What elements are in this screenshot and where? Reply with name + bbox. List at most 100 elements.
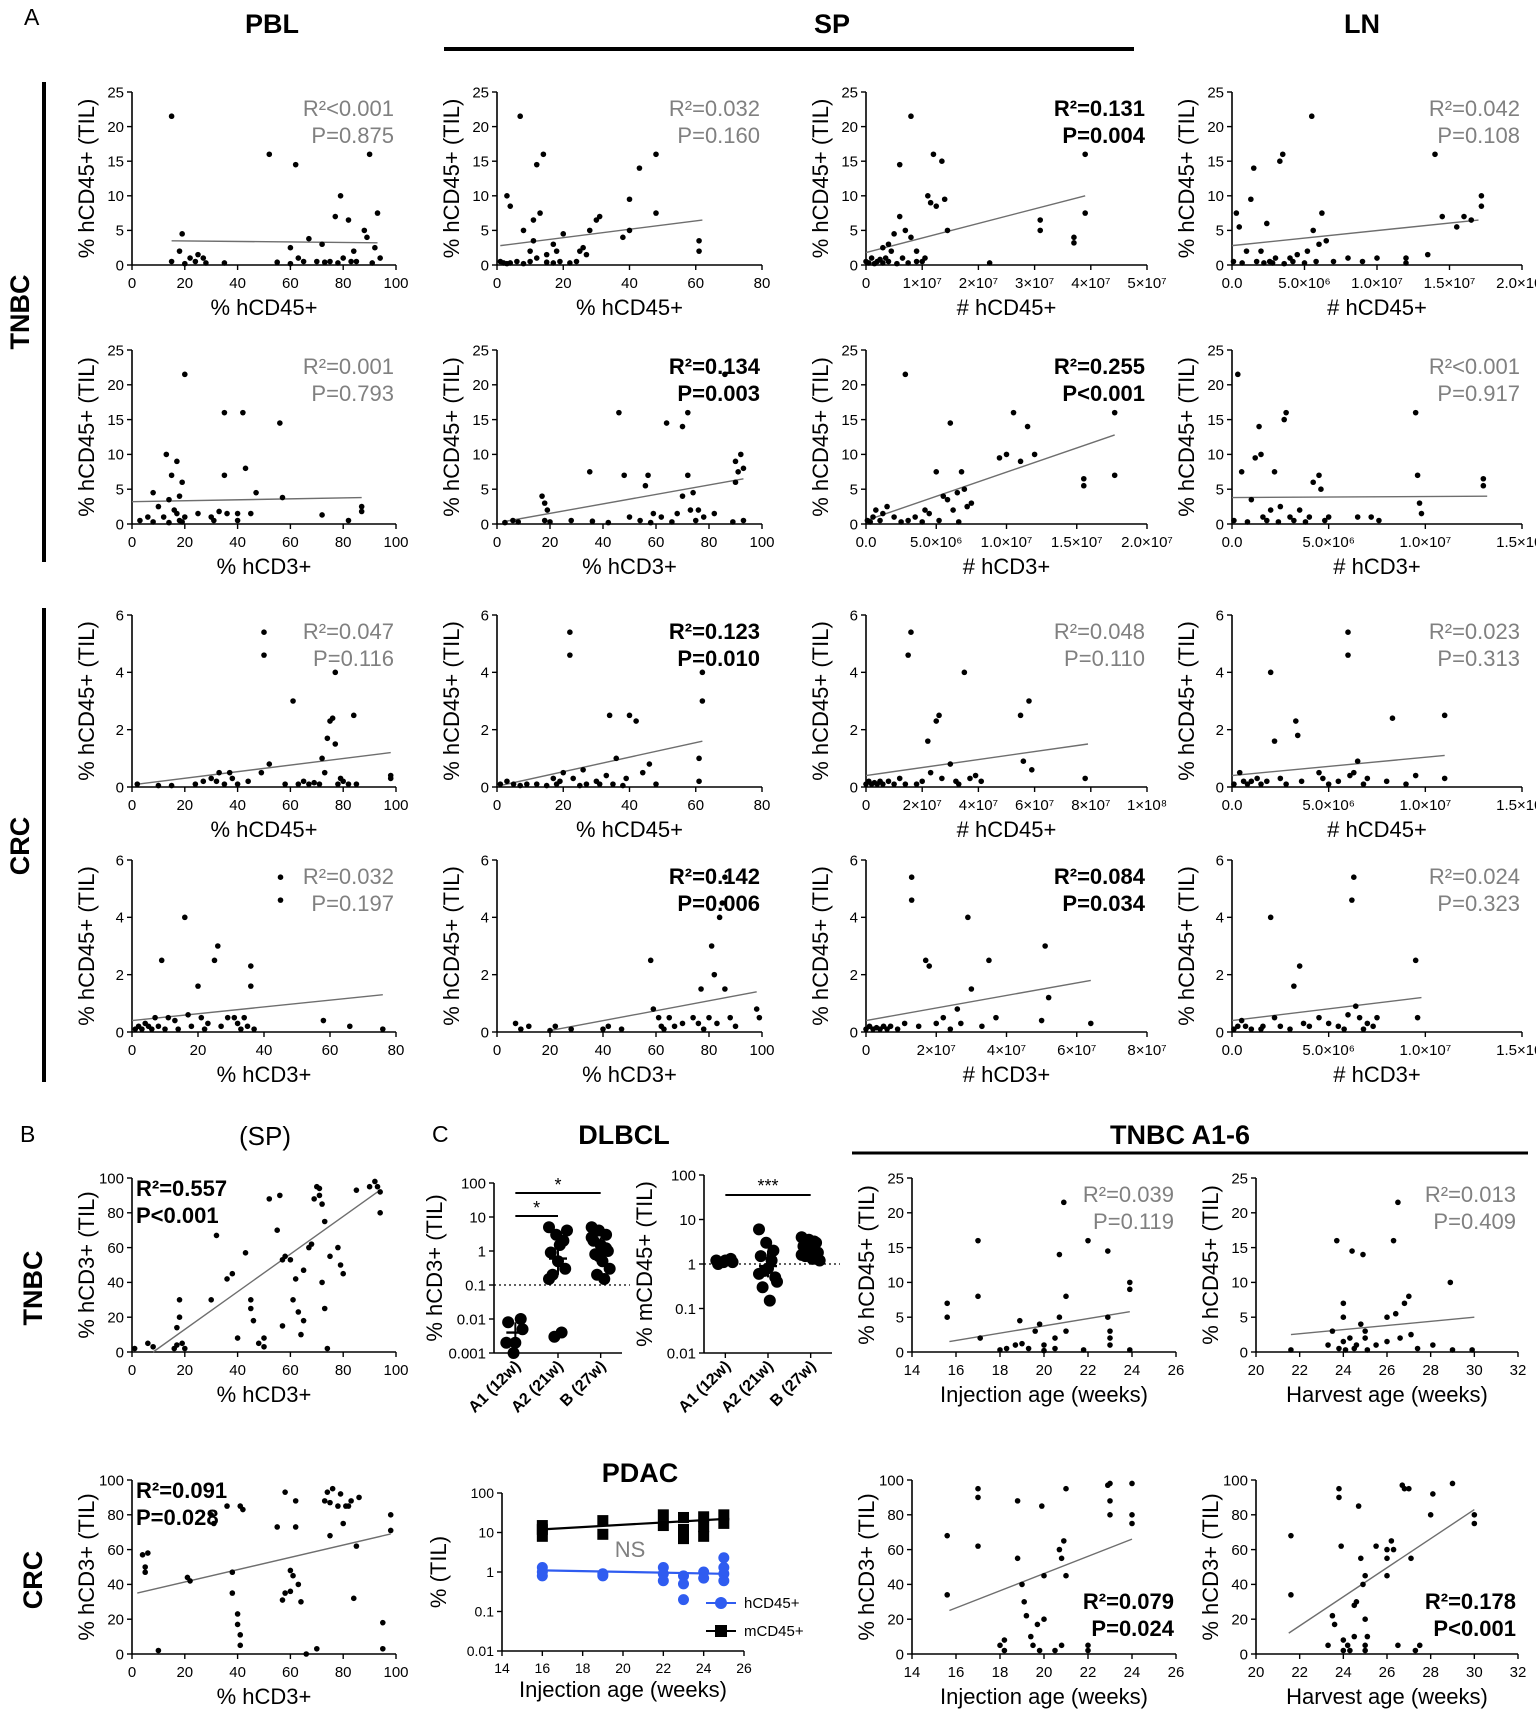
x-tick-label: 22 (656, 1660, 672, 1676)
data-point (244, 1023, 251, 1030)
data-point (1478, 203, 1485, 209)
x-tick-label: 6×10⁷ (1015, 797, 1054, 814)
x-axis-label: Injection age (weeks) (940, 1382, 1148, 1407)
data-point (248, 983, 254, 989)
x-tick-label: 5×10⁷ (1127, 275, 1166, 292)
data-point (1296, 507, 1303, 513)
data-point (753, 1223, 765, 1236)
data-point (561, 1224, 573, 1237)
regression-line (1231, 219, 1479, 247)
data-point (1353, 1342, 1360, 1348)
x-tick-label: 18 (992, 1664, 1009, 1681)
data-point (292, 1498, 299, 1504)
y-tick-label: 20 (1207, 377, 1224, 394)
data-point (274, 1524, 281, 1530)
regression-line (1231, 996, 1422, 1022)
data-point (898, 519, 904, 525)
data-point (908, 113, 914, 120)
data-point (1107, 1480, 1113, 1487)
data-point (1418, 510, 1425, 517)
data-point (300, 778, 307, 785)
y-tick-label: 40 (107, 1275, 124, 1292)
data-point (690, 489, 696, 496)
legend-marker (715, 1625, 727, 1637)
data-point (922, 507, 928, 513)
data-point (1301, 260, 1308, 266)
data-point (891, 231, 897, 237)
data-point (1403, 255, 1409, 261)
x-tick-label: 80 (335, 1362, 352, 1379)
data-point (1277, 1023, 1284, 1030)
y-tick-label: 0.01 (467, 1643, 494, 1659)
x-tick-label: 100 (383, 534, 408, 551)
data-point (732, 479, 739, 486)
x-tick-label: 4×10⁷ (987, 1042, 1026, 1059)
data-point (1287, 514, 1293, 520)
data-point (885, 778, 892, 785)
data-point (234, 510, 241, 517)
data-point (1364, 1020, 1371, 1027)
data-point (908, 629, 914, 635)
x-tick-label: 0 (493, 275, 501, 292)
y-tick-label: 10 (107, 447, 124, 464)
data-point (913, 781, 920, 787)
data-point (543, 259, 550, 266)
data-point (711, 971, 718, 978)
data-point (1271, 469, 1278, 475)
data-point (182, 371, 188, 378)
r-squared-label: R²=0.091 (136, 1478, 227, 1503)
x-tick-label: 20 (176, 1362, 193, 1379)
y-axis-label: % hCD3+ (TIL) (1198, 1493, 1223, 1640)
data-point (165, 1014, 172, 1021)
data-point (1347, 1335, 1353, 1341)
data-point (1384, 1572, 1390, 1579)
data-point (550, 775, 557, 782)
data-point (1352, 1003, 1359, 1009)
data-point (926, 510, 933, 517)
data-point (139, 1026, 145, 1032)
data-point (321, 1218, 328, 1225)
data-point (902, 781, 909, 787)
significance-label: * (533, 1198, 540, 1218)
data-point (1323, 237, 1330, 244)
data-point (616, 409, 622, 416)
data-point (955, 781, 962, 787)
x-tick-label: 2×10⁷ (959, 275, 998, 292)
data-point (1236, 769, 1243, 776)
data-point (756, 1281, 769, 1294)
data-point (319, 1279, 325, 1286)
data-point (557, 778, 563, 785)
y-tick-label: 100 (461, 1175, 486, 1192)
data-point (353, 1187, 360, 1193)
plot-A-r2c4: 0 5 10 15 20 25 0.0 5.0×10⁶ 1.0×10⁷ 1.5×10⁷ % hCD4… (1174, 342, 1536, 579)
data-point (541, 500, 548, 506)
data-point (1360, 1581, 1366, 1588)
data-point (1316, 1014, 1322, 1021)
data-point (1389, 715, 1396, 721)
data-point (168, 782, 175, 789)
p-value-label: P<0.001 (1062, 381, 1145, 406)
plot-A-r3c3: 0 2 4 6 0 2×10⁷ 4×10⁷ 6×10⁷ 8×10⁷ 1×10⁸ % hCD45+ (… (808, 607, 1167, 842)
y-tick-label: 6 (1216, 607, 1224, 624)
data-point (324, 1489, 331, 1495)
data-point (1322, 517, 1328, 524)
data-point (1338, 1543, 1344, 1549)
data-point (1412, 1647, 1419, 1654)
data-point (166, 519, 172, 526)
data-point (1269, 260, 1276, 266)
x-axis-label: % hCD45+ (210, 295, 317, 320)
data-point (208, 1512, 214, 1518)
panel-b-title: (SP) (239, 1121, 291, 1151)
data-point (350, 712, 357, 719)
x-tick-label: 0 (128, 1042, 136, 1059)
data-point (661, 1026, 667, 1032)
data-point (182, 914, 188, 921)
x-tick-label: 14 (904, 1362, 921, 1379)
data-point (240, 1506, 246, 1513)
data-point-mCD45+ (698, 1521, 710, 1533)
r-squared-label: R²=0.047 (303, 619, 394, 644)
data-point (237, 1642, 244, 1649)
data-point (1412, 409, 1419, 416)
